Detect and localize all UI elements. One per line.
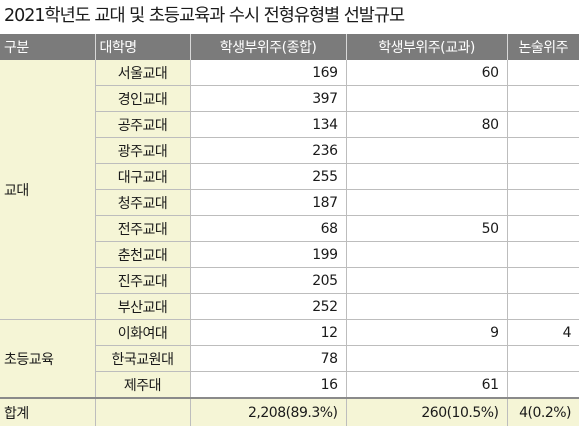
total-subject: 260(10.5%) (346, 397, 508, 426)
university-name: 진주교대 (95, 267, 191, 294)
essay-count (507, 85, 579, 112)
subject-count (346, 241, 508, 268)
table-row: 경인교대 397 (0, 85, 579, 112)
subject-count (346, 137, 508, 164)
essay-count (507, 189, 579, 216)
comprehensive-count: 397 (190, 85, 347, 112)
essay-count (507, 371, 579, 399)
university-name: 공주교대 (95, 111, 191, 138)
comprehensive-count: 252 (190, 293, 347, 320)
admissions-table: 구분 대학명 학생부위주(종합) 학생부위주(교과) 논술위주 교대 서울교대 16… (0, 34, 579, 426)
table-row: 대구교대 255 (0, 163, 579, 190)
table-row: 초등교육 이화여대 12 9 4 (0, 319, 579, 399)
essay-count (507, 137, 579, 164)
comprehensive-count: 255 (190, 163, 347, 190)
total-essay: 4(0.2%) (507, 397, 579, 426)
table-row: 교대 서울교대 169 60 (0, 60, 579, 320)
comprehensive-count: 187 (190, 189, 347, 216)
subject-count: 61 (346, 371, 508, 399)
subject-count (346, 267, 508, 294)
comprehensive-count: 205 (190, 267, 347, 294)
essay-count (507, 215, 579, 242)
table-body: 교대 서울교대 169 60 경인교대 397 공주교대 134 80 광주교대 236 대구교대 25… (0, 60, 579, 426)
university-name: 부산교대 (95, 293, 191, 320)
table-row: 공주교대 134 80 (0, 111, 579, 138)
university-name: 대구교대 (95, 163, 191, 190)
university-name: 청주교대 (95, 189, 191, 216)
comprehensive-count: 16 (190, 371, 347, 399)
comprehensive-count: 12 (190, 319, 347, 346)
comprehensive-count: 78 (190, 345, 347, 372)
header-university: 대학명 (95, 34, 191, 60)
subject-count: 60 (346, 60, 508, 86)
table-row: 춘천교대 199 (0, 241, 579, 268)
table-row: 부산교대 252 (0, 293, 579, 320)
total-label: 합계 (0, 397, 96, 426)
group-label: 교대 (0, 60, 96, 320)
subject-count: 80 (346, 111, 508, 138)
comprehensive-count: 68 (190, 215, 347, 242)
comprehensive-count: 169 (190, 60, 347, 86)
subject-count (346, 293, 508, 320)
essay-count (507, 241, 579, 268)
header-row: 구분 대학명 학생부위주(종합) 학생부위주(교과) 논술위주 (0, 34, 579, 60)
comprehensive-count: 134 (190, 111, 347, 138)
table-row: 청주교대 187 (0, 189, 579, 216)
subject-count (346, 189, 508, 216)
subject-count (346, 163, 508, 190)
university-name: 이화여대 (95, 319, 191, 346)
table-row: 한국교원대 78 (0, 345, 579, 372)
comprehensive-count: 199 (190, 241, 347, 268)
total-comprehensive: 2,208(89.3%) (190, 397, 347, 426)
essay-count (507, 111, 579, 138)
essay-count (507, 293, 579, 320)
university-name: 광주교대 (95, 137, 191, 164)
comprehensive-count: 236 (190, 137, 347, 164)
table-row: 진주교대 205 (0, 267, 579, 294)
university-name: 경인교대 (95, 85, 191, 112)
essay-count: 4 (507, 319, 579, 346)
university-name: 한국교원대 (95, 345, 191, 372)
table-title: 2021학년도 교대 및 초등교육과 수시 전형유형별 선발규모 (4, 6, 405, 26)
essay-count (507, 267, 579, 294)
subject-count (346, 345, 508, 372)
essay-count (507, 345, 579, 372)
university-name: 춘천교대 (95, 241, 191, 268)
header-comprehensive: 학생부위주(종합) (190, 34, 347, 60)
essay-count (507, 163, 579, 190)
group-label: 초등교육 (0, 319, 96, 399)
header-essay: 논술위주 (507, 34, 579, 60)
header-subject: 학생부위주(교과) (346, 34, 508, 60)
table-row: 전주교대 68 50 (0, 215, 579, 242)
total-blank (95, 397, 191, 426)
total-row: 합계 2,208(89.3%) 260(10.5%) 4(0.2%) (0, 397, 579, 426)
essay-count (507, 60, 579, 86)
university-name: 전주교대 (95, 215, 191, 242)
table-row: 광주교대 236 (0, 137, 579, 164)
subject-count: 50 (346, 215, 508, 242)
subject-count (346, 85, 508, 112)
university-name: 제주대 (95, 371, 191, 399)
header-category: 구분 (0, 34, 96, 60)
university-name: 서울교대 (95, 60, 191, 86)
subject-count: 9 (346, 319, 508, 346)
